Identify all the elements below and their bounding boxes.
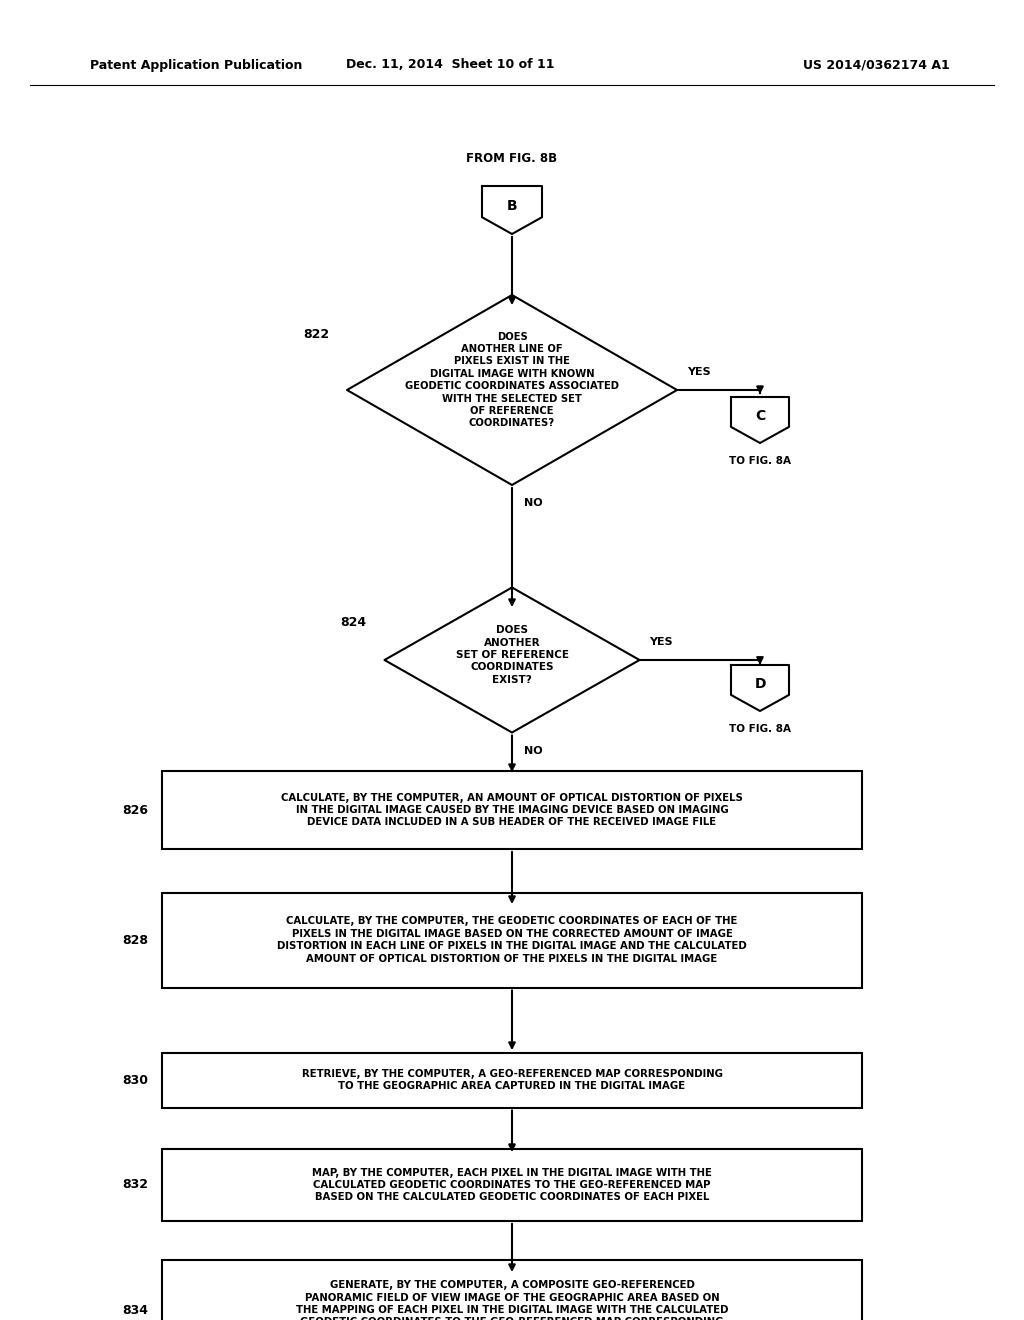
Bar (162, 892, 862, 987)
Text: TO FIG. 8A: TO FIG. 8A (729, 455, 791, 466)
Text: 824: 824 (340, 615, 367, 628)
Text: B: B (507, 199, 517, 213)
Text: Patent Application Publication: Patent Application Publication (90, 58, 302, 71)
Text: NO: NO (524, 498, 543, 508)
Bar (162, 1052, 862, 1107)
Text: CALCULATE, BY THE COMPUTER, THE GEODETIC COORDINATES OF EACH OF THE
PIXELS IN TH: CALCULATE, BY THE COMPUTER, THE GEODETIC… (278, 916, 746, 964)
Text: D: D (755, 677, 766, 690)
Text: RETRIEVE, BY THE COMPUTER, A GEO-REFERENCED MAP CORRESPONDING
TO THE GEOGRAPHIC : RETRIEVE, BY THE COMPUTER, A GEO-REFEREN… (301, 1069, 723, 1092)
Text: NO: NO (524, 746, 543, 755)
Text: FROM FIG. 8B: FROM FIG. 8B (467, 152, 557, 165)
Text: 828: 828 (122, 933, 148, 946)
Text: US 2014/0362174 A1: US 2014/0362174 A1 (803, 58, 950, 71)
Text: TO FIG. 8A: TO FIG. 8A (729, 723, 791, 734)
Text: DOES
ANOTHER LINE OF
PIXELS EXIST IN THE
DIGITAL IMAGE WITH KNOWN
GEODETIC COORD: DOES ANOTHER LINE OF PIXELS EXIST IN THE… (406, 331, 618, 429)
Text: Dec. 11, 2014  Sheet 10 of 11: Dec. 11, 2014 Sheet 10 of 11 (346, 58, 554, 71)
Text: DOES
ANOTHER
SET OF REFERENCE
COORDINATES
EXIST?: DOES ANOTHER SET OF REFERENCE COORDINATE… (456, 626, 568, 685)
Text: 830: 830 (122, 1073, 148, 1086)
Text: 832: 832 (122, 1179, 148, 1192)
Text: GENERATE, BY THE COMPUTER, A COMPOSITE GEO-REFERENCED
PANORAMIC FIELD OF VIEW IM: GENERATE, BY THE COMPUTER, A COMPOSITE G… (296, 1280, 728, 1320)
Text: CALCULATE, BY THE COMPUTER, AN AMOUNT OF OPTICAL DISTORTION OF PIXELS
IN THE DIG: CALCULATE, BY THE COMPUTER, AN AMOUNT OF… (281, 792, 743, 828)
Text: 822: 822 (303, 329, 329, 342)
Text: 826: 826 (122, 804, 148, 817)
Text: YES: YES (649, 638, 673, 647)
Text: 834: 834 (122, 1304, 148, 1316)
Bar (162, 771, 862, 849)
Bar (162, 1148, 862, 1221)
Bar (162, 1261, 862, 1320)
Text: C: C (755, 409, 765, 422)
Text: YES: YES (687, 367, 711, 378)
Text: MAP, BY THE COMPUTER, EACH PIXEL IN THE DIGITAL IMAGE WITH THE
CALCULATED GEODET: MAP, BY THE COMPUTER, EACH PIXEL IN THE … (312, 1168, 712, 1203)
